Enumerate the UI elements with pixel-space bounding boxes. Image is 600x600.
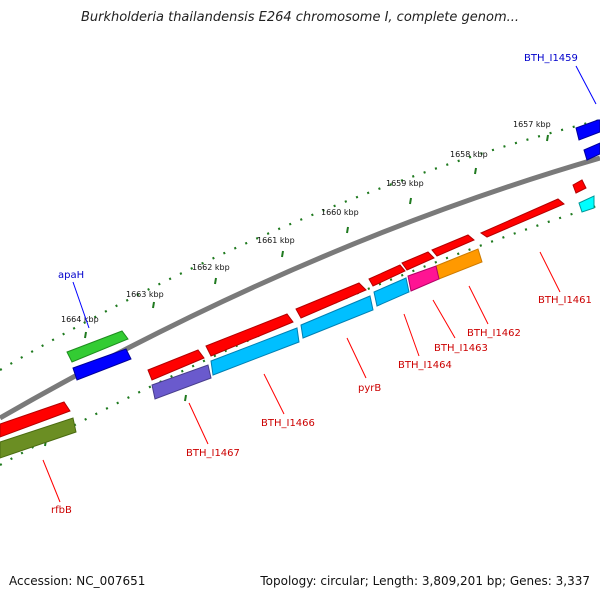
gene-label-pyrb[interactable]: pyrB (358, 383, 381, 394)
leader-apah (72, 281, 90, 329)
scale-label-1663: 1663 kbp (126, 290, 164, 299)
feature-pyrb[interactable] (295, 282, 367, 319)
gene-label-bth-i1466[interactable]: BTH_I1466 (261, 418, 315, 429)
gene-label-bth-i1463[interactable]: BTH_I1463 (434, 343, 488, 354)
feature-bth-i1464[interactable] (368, 264, 406, 287)
label-leaders (42, 65, 597, 503)
feature-cyan-1466[interactable] (210, 327, 300, 376)
feature-bth-i1459-b[interactable] (583, 142, 600, 161)
scale-label-1659: 1659 kbp (386, 179, 424, 188)
gene-label-bth-i1464[interactable]: BTH_I1464 (398, 360, 452, 371)
outer-tick-ring (0, 118, 600, 371)
leader-bth-i1462 (468, 285, 489, 325)
map-title: Burkholderia thailandensis E264 chromoso… (80, 10, 520, 25)
feature-cyan-pyrb[interactable] (300, 295, 374, 339)
leader-bth-i1459 (575, 65, 597, 105)
feature-bth-i1462[interactable] (431, 234, 475, 257)
leader-bth-i1464 (403, 313, 420, 357)
gene-label-bth-i1467[interactable]: BTH_I1467 (186, 448, 240, 459)
gene-labels: BTH_I1459 apaH BTH_I1461 BTH_I1462 BTH_I… (51, 53, 592, 516)
feature-rfbb[interactable] (0, 401, 71, 438)
feature-bth-i1459-a[interactable] (575, 119, 600, 141)
leader-pyrb (346, 337, 367, 379)
feature-blue-inner[interactable] (72, 348, 132, 381)
feature-cyan-1461[interactable] (578, 195, 595, 213)
feature-small-red[interactable] (572, 179, 587, 194)
leader-bth-i1466 (263, 373, 285, 415)
chromosome-backbone (0, 155, 600, 421)
leader-rfbb (42, 459, 61, 503)
feature-bth-i1461[interactable] (479, 198, 565, 238)
gene-label-apah[interactable]: apaH (58, 270, 84, 281)
feature-purple-1467[interactable] (151, 364, 212, 400)
feature-magenta-1463[interactable] (407, 265, 440, 292)
gene-label-bth-i1462[interactable]: BTH_I1462 (467, 328, 521, 339)
leader-bth-i1467 (188, 402, 209, 445)
gene-label-bth-i1459[interactable]: BTH_I1459 (524, 53, 578, 64)
feature-apah[interactable] (66, 330, 129, 363)
forward-strand-features (66, 119, 600, 363)
topology-summary: Topology: circular; Length: 3,809,201 bp… (260, 574, 590, 588)
feature-bth-i1463[interactable] (401, 251, 435, 271)
scale-label-1662: 1662 kbp (192, 263, 230, 272)
feature-olive-rfbb[interactable] (0, 417, 77, 459)
feature-bth-i1466[interactable] (205, 313, 294, 357)
feature-bth-i1467[interactable] (147, 349, 205, 381)
reverse-strand-features (0, 179, 587, 438)
scale-label-1657: 1657 kbp (513, 120, 551, 129)
scale-label-1661: 1661 kbp (257, 236, 295, 245)
leader-bth-i1461 (539, 251, 561, 293)
feature-cyan-1464[interactable] (373, 277, 410, 307)
gene-label-rfbb[interactable]: rfbB (51, 505, 72, 516)
accession-text: Accession: NC_007651 (9, 574, 146, 588)
scale-label-1658: 1658 kbp (450, 150, 488, 159)
gene-label-bth-i1461[interactable]: BTH_I1461 (538, 295, 592, 306)
scale-label-1664: 1664 kbp (61, 315, 99, 324)
scale-label-1660: 1660 kbp (321, 208, 359, 217)
leader-bth-i1463 (432, 299, 456, 339)
inner-features (0, 195, 595, 459)
major-ticks (84, 134, 549, 339)
inner-tick-ring (0, 203, 600, 466)
